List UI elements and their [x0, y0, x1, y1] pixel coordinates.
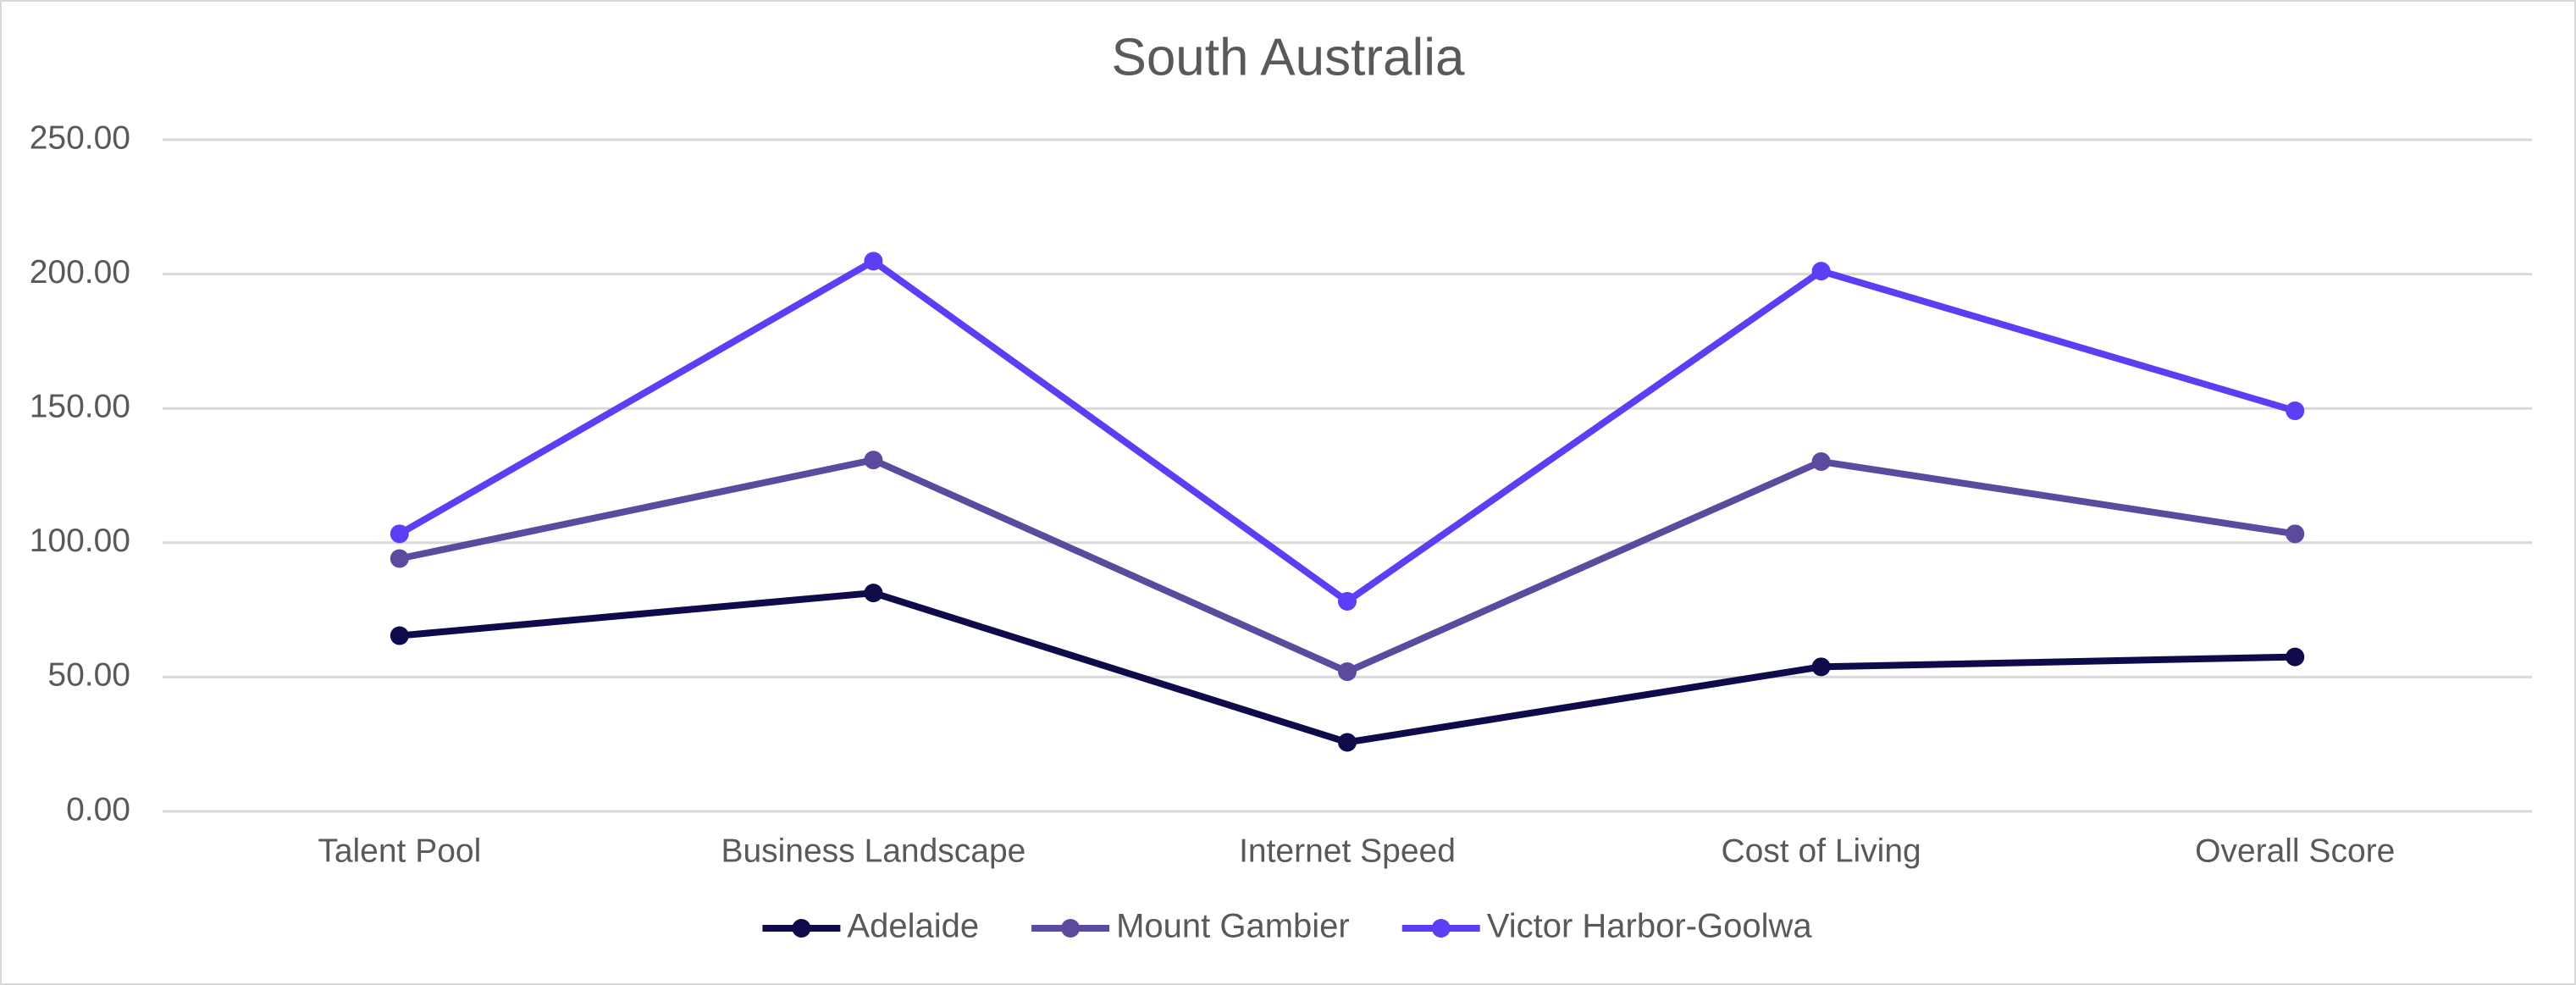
data-point: [1811, 262, 1831, 281]
y-tick-label: 0.00: [66, 791, 130, 827]
x-tick-label: Overall Score: [2195, 833, 2395, 869]
legend-label: Adelaide: [847, 908, 979, 945]
x-tick-label: Business Landscape: [721, 833, 1025, 869]
legend-marker: [1061, 919, 1081, 938]
chart-title: South Australia: [1111, 28, 1465, 86]
x-tick-label: Internet Speed: [1239, 833, 1456, 869]
legend-marker: [792, 919, 811, 938]
data-point: [1811, 657, 1831, 677]
y-tick-label: 150.00: [30, 388, 130, 424]
legend-label: Mount Gambier: [1116, 908, 1350, 945]
data-point: [2286, 401, 2305, 421]
data-point: [864, 451, 883, 470]
data-point: [1338, 733, 1357, 752]
data-point: [390, 524, 409, 544]
data-point: [2286, 647, 2305, 667]
legend-marker: [1431, 919, 1451, 938]
y-tick-label: 50.00: [47, 657, 130, 694]
data-point: [2286, 524, 2305, 544]
data-point: [390, 549, 409, 568]
data-point: [864, 584, 883, 603]
y-tick-label: 200.00: [30, 254, 130, 291]
data-point: [1811, 452, 1831, 472]
data-point: [390, 626, 409, 645]
data-point: [1338, 591, 1357, 611]
y-tick-label: 100.00: [30, 523, 130, 559]
data-point: [864, 252, 883, 271]
y-tick-label: 250.00: [30, 119, 130, 156]
x-tick-label: Cost of Living: [1721, 833, 1921, 869]
legend-label: Victor Harbor-Goolwa: [1487, 908, 1813, 945]
x-tick-label: Talent Pool: [318, 833, 481, 869]
data-point: [1338, 662, 1357, 682]
